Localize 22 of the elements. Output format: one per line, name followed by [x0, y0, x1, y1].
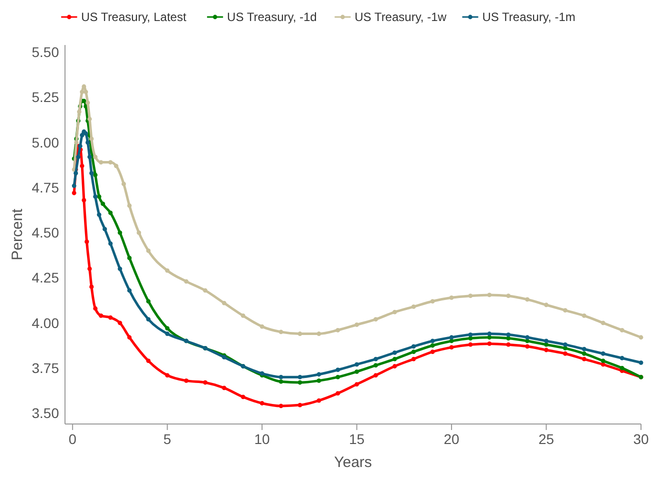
- y-tick-label: 4.00: [32, 314, 60, 331]
- x-tick-label: 10: [254, 431, 270, 447]
- y-tick-label: 4.50: [32, 224, 60, 241]
- x-tick-label: 25: [538, 431, 554, 447]
- y-tick-label: 3.50: [32, 405, 60, 422]
- x-tick-label: 5: [163, 431, 172, 447]
- y-tick-label: 4.75: [32, 179, 60, 196]
- legend-label: US Treasury, -1d: [227, 10, 317, 24]
- x-axis-title: Years: [334, 454, 372, 471]
- x-tick-label: 15: [349, 431, 365, 447]
- legend-label: US Treasury, -1m: [482, 10, 576, 24]
- y-tick-label: 5.00: [32, 134, 60, 150]
- legend-label: US Treasury, Latest: [81, 10, 187, 24]
- y-tick-label: 5.25: [32, 89, 60, 106]
- legend-label: US Treasury, -1w: [354, 10, 447, 24]
- x-tick-label: 30: [633, 431, 649, 447]
- y-axis-title: Percent: [9, 208, 26, 260]
- x-tick-label: 0: [68, 431, 77, 447]
- y-tick-label: 4.25: [32, 270, 60, 286]
- y-tick-label: 3.75: [32, 360, 60, 376]
- x-tick-label: 20: [444, 431, 460, 447]
- y-tick-label: 5.50: [32, 44, 60, 60]
